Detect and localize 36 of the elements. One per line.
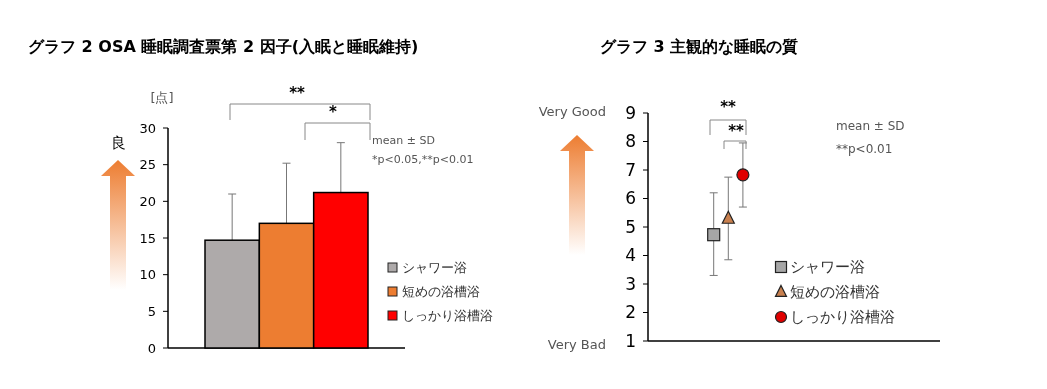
chart-title: グラフ 2 OSA 睡眠調査票第 2 因子(入眠と睡眠維持): [28, 37, 419, 56]
annotation: **: [720, 98, 736, 116]
annotation: *p<0.05,**p<0.01: [372, 153, 474, 166]
y-axis-title: [点]: [150, 90, 174, 105]
text: 良: [110, 134, 126, 152]
annotation: mean ± SD: [836, 119, 905, 133]
y-tick-label: 15: [139, 230, 156, 246]
text: Very Good: [538, 104, 606, 119]
text: *: [329, 103, 338, 121]
text: Very Bad: [547, 337, 606, 352]
annotation: **: [728, 122, 744, 140]
y-tick-label: 6: [625, 188, 636, 209]
y-tick-label: 3: [625, 273, 636, 294]
y-tick-label: 8: [625, 131, 636, 152]
annotation: **p<0.01: [836, 142, 893, 156]
y-tick-label: 5: [147, 303, 156, 319]
y-tick-label: 1: [625, 330, 636, 351]
y-tick-label: 25: [139, 157, 156, 173]
y-tick-label: 0: [147, 340, 156, 356]
y-tick-label: 2: [625, 302, 636, 323]
legend-label: 短めの浴槽浴: [790, 283, 880, 301]
y-tick-label: 9: [625, 102, 636, 123]
y-tick-label: 30: [139, 120, 156, 136]
y-tick-label: 20: [139, 193, 156, 209]
y-tick-label: 5: [625, 216, 636, 237]
legend-label: 短めの浴槽浴: [402, 284, 480, 299]
legend-label: しっかり浴槽浴: [790, 308, 895, 326]
y-tick-label: 7: [625, 159, 636, 180]
legend-label: しっかり浴槽浴: [402, 308, 493, 323]
chart-title: グラフ 3 主観的な睡眠の質: [600, 37, 799, 56]
legend-label: シャワー浴: [402, 260, 467, 275]
annotation: mean ± SD: [372, 134, 435, 147]
y-tick-label: 4: [625, 245, 636, 266]
text: **: [289, 84, 305, 102]
y-tick-label: 10: [139, 267, 156, 283]
legend-label: シャワー浴: [790, 258, 865, 276]
